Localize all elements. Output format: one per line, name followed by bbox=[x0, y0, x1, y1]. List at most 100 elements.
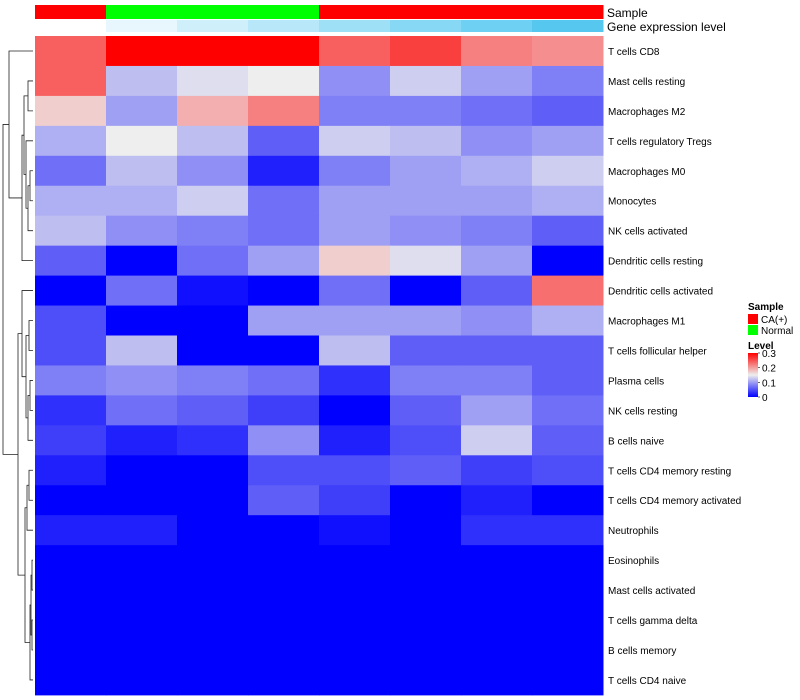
heatmap-cell bbox=[390, 635, 462, 666]
heatmap-cell bbox=[177, 515, 249, 546]
heatmap-cell bbox=[248, 425, 320, 456]
heatmap-cell bbox=[390, 95, 462, 127]
dendrogram-branch bbox=[8, 50, 33, 199]
heatmap-cell bbox=[390, 425, 462, 456]
heatmap-cell bbox=[532, 515, 604, 546]
dendrogram-branch bbox=[29, 604, 33, 681]
heatmap-cell bbox=[390, 125, 462, 157]
heatmap-cell bbox=[248, 155, 320, 187]
gene-level-annotation-cell bbox=[106, 20, 178, 32]
heatmap-cell bbox=[532, 395, 604, 426]
heatmap-cell bbox=[461, 36, 533, 67]
heatmap-cell bbox=[248, 545, 320, 576]
heatmap-cell bbox=[177, 95, 249, 127]
heatmap-cell bbox=[319, 215, 391, 247]
heatmap-cell bbox=[319, 155, 391, 187]
heatmap-cell bbox=[390, 664, 462, 696]
dendrogram-branch bbox=[2, 124, 18, 455]
heatmap-cell bbox=[248, 575, 320, 606]
heatmap-cell bbox=[319, 455, 391, 486]
heatmap-cell bbox=[248, 215, 320, 247]
heatmap-cell bbox=[532, 664, 604, 696]
heatmap-cell bbox=[106, 515, 178, 546]
heatmap-cell bbox=[248, 365, 320, 396]
heatmap-cell bbox=[106, 365, 178, 396]
heatmap-cell bbox=[35, 215, 107, 247]
heatmap-cell bbox=[106, 95, 178, 127]
heatmap-cell bbox=[177, 635, 249, 666]
heatmap-cell bbox=[177, 575, 249, 606]
heatmap-cell bbox=[248, 185, 320, 217]
row-label: Mast cells activated bbox=[608, 586, 695, 597]
heatmap-cell bbox=[390, 65, 462, 97]
heatmap-cell bbox=[461, 455, 533, 486]
heatmap-cell bbox=[532, 185, 604, 217]
heatmap-cell bbox=[532, 485, 604, 516]
heatmap-cell bbox=[106, 545, 178, 576]
gene-level-annotation-cell bbox=[532, 20, 604, 32]
heatmap-cell bbox=[35, 95, 107, 127]
heatmap-cell bbox=[319, 275, 391, 307]
heatmap-cell bbox=[248, 395, 320, 426]
gene-level-annotation-cell bbox=[461, 20, 533, 32]
heatmap-cell bbox=[35, 305, 107, 336]
heatmap-cell bbox=[390, 305, 462, 336]
heatmap-cell bbox=[532, 36, 604, 67]
heatmap-cell bbox=[35, 65, 107, 97]
heatmap-cell bbox=[390, 455, 462, 486]
heatmap-cell bbox=[461, 575, 533, 606]
heatmap-cell bbox=[532, 305, 604, 336]
heatmap-cell bbox=[177, 485, 249, 516]
heatmap-cell bbox=[319, 664, 391, 696]
heatmap-cell bbox=[106, 485, 178, 516]
heatmap-cell bbox=[106, 245, 178, 277]
sample-legend-label: CA(+) bbox=[761, 315, 787, 326]
level-tick-label: 0.2 bbox=[762, 364, 776, 375]
heatmap-cell bbox=[390, 365, 462, 396]
heatmap-cell bbox=[390, 545, 462, 576]
row-label: Neutrophils bbox=[608, 526, 659, 537]
row-label: T cells CD4 memory activated bbox=[608, 496, 741, 507]
heatmap-cell bbox=[177, 155, 249, 187]
heatmap-cell bbox=[532, 335, 604, 366]
row-label: Macrophages M2 bbox=[608, 107, 686, 118]
heatmap-cell bbox=[461, 365, 533, 396]
heatmap-cell bbox=[532, 635, 604, 666]
heatmap-cell bbox=[532, 605, 604, 636]
heatmap-cell bbox=[319, 185, 391, 217]
dendrogram-branch bbox=[24, 507, 30, 643]
heatmap-cell bbox=[390, 275, 462, 307]
heatmap-cell bbox=[319, 95, 391, 127]
heatmap-cell bbox=[35, 125, 107, 157]
heatmap-cell bbox=[35, 185, 107, 217]
sample-annotation-cell bbox=[319, 5, 391, 19]
heatmap-cell bbox=[461, 425, 533, 456]
dendrogram-branch bbox=[27, 80, 33, 112]
dendrogram-branch bbox=[31, 559, 33, 591]
heatmap-cell bbox=[248, 335, 320, 366]
heatmap-cell bbox=[248, 305, 320, 336]
heatmap-cell bbox=[177, 36, 249, 67]
row-label: Dendritic cells resting bbox=[608, 257, 703, 268]
heatmap-cell bbox=[248, 605, 320, 636]
heatmap-cell bbox=[35, 335, 107, 366]
heatmap-cell bbox=[461, 95, 533, 127]
heatmap-cell bbox=[390, 575, 462, 606]
heatmap-cell bbox=[461, 515, 533, 546]
heatmap-cell bbox=[106, 155, 178, 187]
heatmap-cell bbox=[390, 155, 462, 187]
heatmap-cell bbox=[319, 425, 391, 456]
heatmap-cell bbox=[106, 575, 178, 606]
heatmap-cell bbox=[248, 635, 320, 666]
heatmap-cell bbox=[319, 335, 391, 366]
sample-annotation-cell bbox=[248, 5, 320, 19]
row-label: Macrophages M1 bbox=[608, 317, 686, 328]
dendrogram-branch bbox=[27, 395, 33, 441]
dendrogram-branch bbox=[31, 619, 33, 651]
heatmap-cell bbox=[106, 664, 178, 696]
gene-level-annotation-cell bbox=[177, 20, 249, 32]
heatmap-cell bbox=[248, 515, 320, 546]
gene-level-annotation-cell bbox=[35, 20, 107, 32]
sample-annotation-cell bbox=[106, 5, 178, 19]
sample-annotation-cell bbox=[390, 5, 462, 19]
